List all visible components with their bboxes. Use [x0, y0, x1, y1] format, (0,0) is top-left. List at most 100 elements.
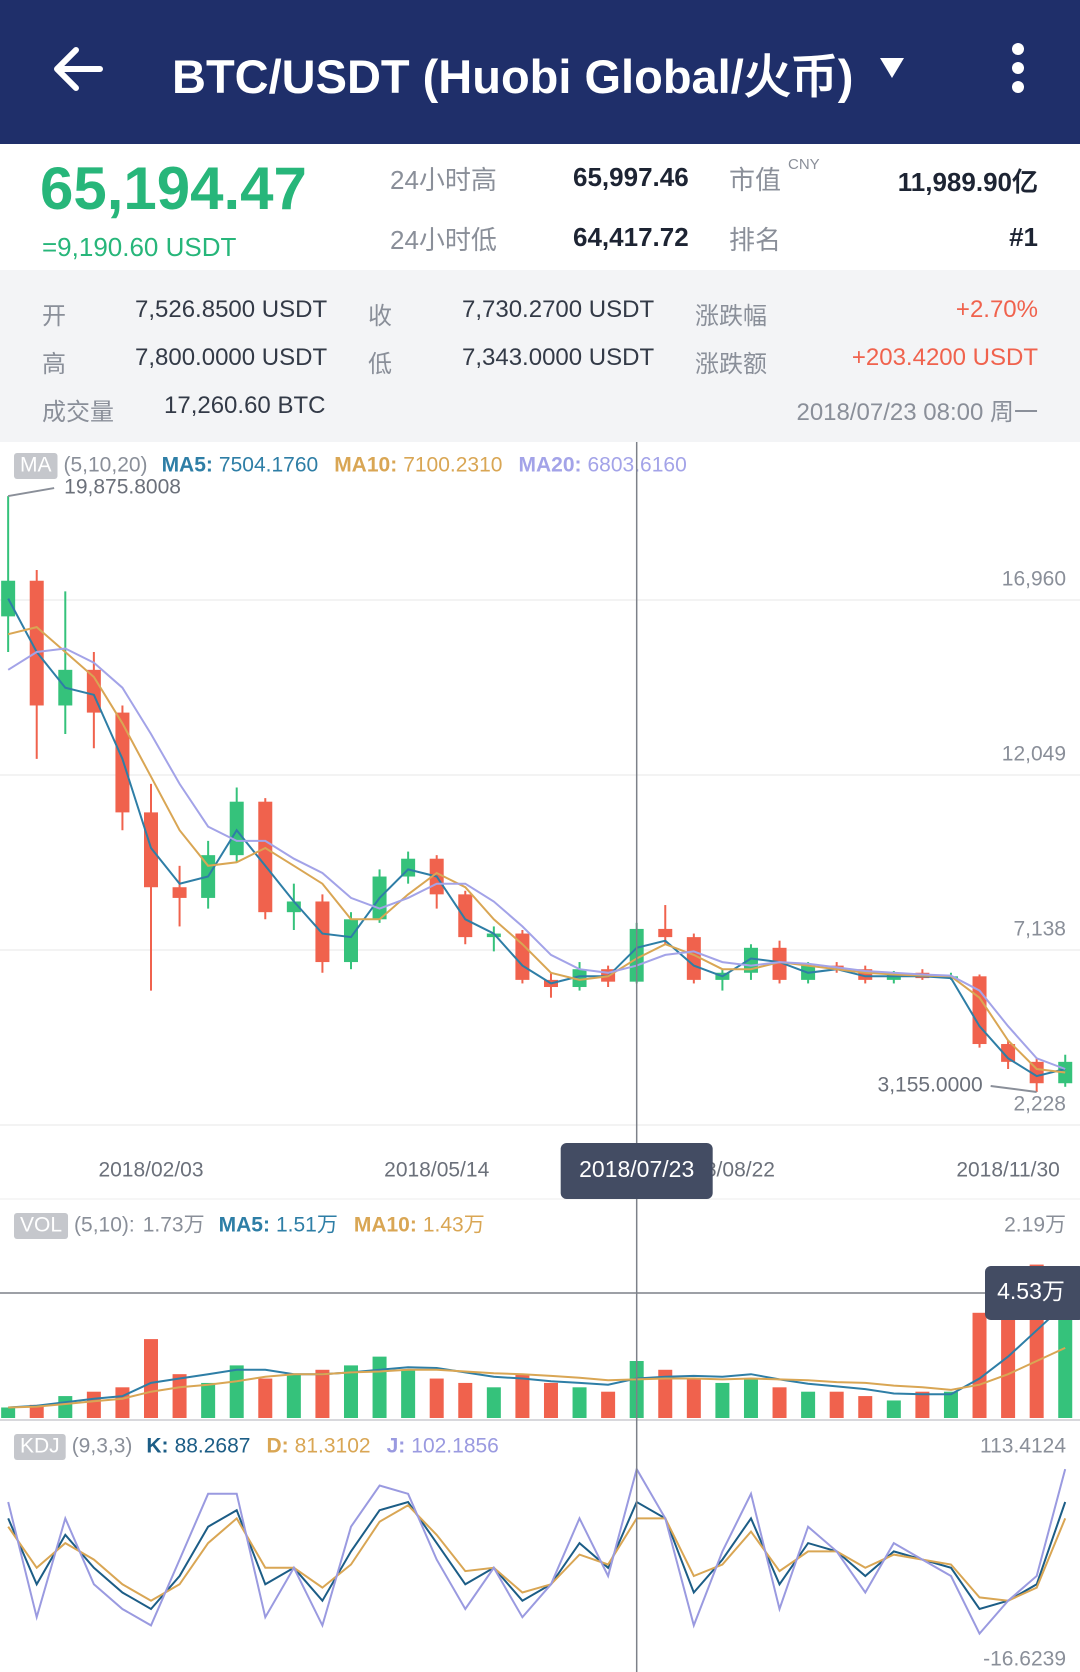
legend-name: MA5:	[219, 1214, 270, 1237]
candle-body	[172, 887, 187, 898]
candle-body	[286, 901, 301, 913]
y-tick-label: 2,228	[1013, 1093, 1066, 1116]
volume-bar	[972, 1312, 987, 1418]
volume-bar	[458, 1382, 473, 1418]
stat-label: 24小时低	[390, 225, 497, 255]
candle-body	[29, 580, 44, 706]
stat-value: 65,997.46	[573, 162, 689, 192]
last-price: 65,194.47	[40, 155, 307, 222]
volume-bar	[144, 1339, 158, 1418]
stat-value: 64,417.72	[573, 222, 689, 252]
volume-bar	[429, 1378, 444, 1418]
converted-price: =9,190.60 USDT	[42, 232, 237, 262]
indicator-line	[8, 1346, 1066, 1409]
legend-readout: 7504.1760	[219, 454, 318, 477]
volume-bar	[572, 1387, 587, 1418]
x-tick-label: 2018/11/30	[956, 1159, 1060, 1182]
candle-body	[315, 901, 330, 963]
detail-value: 7,800.0000 USDT	[135, 344, 328, 371]
legend-name: MA5:	[162, 454, 213, 477]
volume-bar	[86, 1391, 101, 1418]
volume-bar	[343, 1365, 358, 1418]
menu-button[interactable]	[1006, 42, 1030, 94]
legend-name: MA10:	[334, 454, 397, 477]
volume-bar	[401, 1369, 416, 1418]
candle-body	[743, 947, 758, 973]
title: BTC/USDT (Huobi Global/火币)	[172, 50, 854, 103]
candle-body	[486, 933, 501, 938]
legend-tag: VOL	[20, 1214, 62, 1237]
volume-bar	[601, 1391, 616, 1418]
annotation: 19,875.8008	[64, 476, 181, 499]
legend-readout: 1.51万	[276, 1214, 338, 1237]
candle-body	[229, 801, 244, 856]
indicator-line	[7, 647, 1066, 1070]
volume-bar	[372, 1356, 387, 1418]
volume-bar	[858, 1396, 873, 1418]
candle-body	[343, 919, 358, 963]
volume-bar	[258, 1378, 273, 1418]
volume-bar	[543, 1382, 558, 1418]
candle-body	[972, 976, 987, 1045]
indicator-line	[7, 1466, 1067, 1636]
legend-params: (9,3,3)	[72, 1435, 133, 1458]
candle-body	[115, 712, 130, 813]
stat-label: 排名	[729, 225, 782, 255]
legend-readout: 7100.2310	[403, 454, 502, 477]
candle-body	[1, 580, 16, 617]
stat-value: #1	[1009, 222, 1038, 252]
y-tick-label: 113.4124	[980, 1435, 1066, 1458]
indicator-line	[7, 598, 1066, 1078]
volume-bar	[943, 1391, 958, 1418]
annotation: 3,155.0000	[878, 1074, 983, 1097]
legend-params: (5,10):	[74, 1214, 135, 1237]
legend-name: MA20:	[518, 454, 581, 477]
legend-readout: 1.73万	[143, 1214, 205, 1237]
candle-body	[858, 969, 873, 980]
detail-value: 17,260.60 BTC	[164, 392, 326, 419]
legend-tag: MA	[20, 454, 52, 477]
legend-tag-box	[14, 1434, 66, 1460]
detail-value: 7,343.0000 USDT	[462, 344, 655, 371]
legend-readout: 1.43万	[423, 1214, 485, 1237]
detail-label: 收	[368, 303, 392, 330]
stat-unit: CNY	[788, 156, 820, 173]
charts: 16,960 12,049 7,138 2,228 19,875.8008 3,155.0…	[0, 442, 1080, 1672]
candle-body	[572, 969, 587, 988]
y-tick-label: 7,138	[1013, 918, 1066, 941]
volume-bar	[915, 1391, 930, 1418]
crosshair-value: 4.53万	[997, 1278, 1065, 1304]
dropdown-toggle[interactable]	[878, 56, 906, 80]
stat-value: 11,989.90亿	[897, 167, 1038, 197]
legend-name: D:	[266, 1435, 288, 1458]
indicator-line	[7, 1500, 1067, 1611]
candle-body	[258, 801, 273, 913]
legend-name: K:	[146, 1435, 168, 1458]
volume-bar	[886, 1400, 901, 1418]
indicator-line	[7, 1504, 1067, 1602]
detail-label: 低	[368, 351, 392, 378]
candle-body	[772, 947, 787, 980]
y-tick-label: -16.6239	[983, 1648, 1066, 1671]
y-tick-label: 12,049	[1002, 743, 1066, 766]
detail-label: 成交量	[42, 399, 114, 426]
back-button[interactable]	[50, 44, 106, 94]
legend-readout: 102.1856	[411, 1435, 499, 1458]
volume-bar	[201, 1382, 216, 1418]
detail-label: 涨跌幅	[695, 303, 767, 330]
volume-bar	[172, 1374, 187, 1418]
detail-value: +203.4200 USDT	[851, 344, 1038, 371]
legend-tag-box	[14, 453, 58, 479]
volume-bar	[829, 1391, 844, 1418]
candle-body	[1029, 1061, 1044, 1084]
legend-params: (5,10,20)	[64, 454, 148, 477]
volume-bar	[286, 1374, 301, 1418]
candle-body	[686, 937, 701, 980]
candle-body	[1001, 1044, 1016, 1062]
detail-value: 7,730.2700 USDT	[462, 296, 655, 323]
x-tick-label: 2018/02/03	[98, 1159, 203, 1182]
legend-readout: 81.3102	[295, 1435, 371, 1458]
stat-label: 24小时高	[390, 165, 497, 195]
detail-label: 涨跌额	[695, 351, 767, 378]
detail-value: 7,526.8500 USDT	[135, 296, 328, 323]
